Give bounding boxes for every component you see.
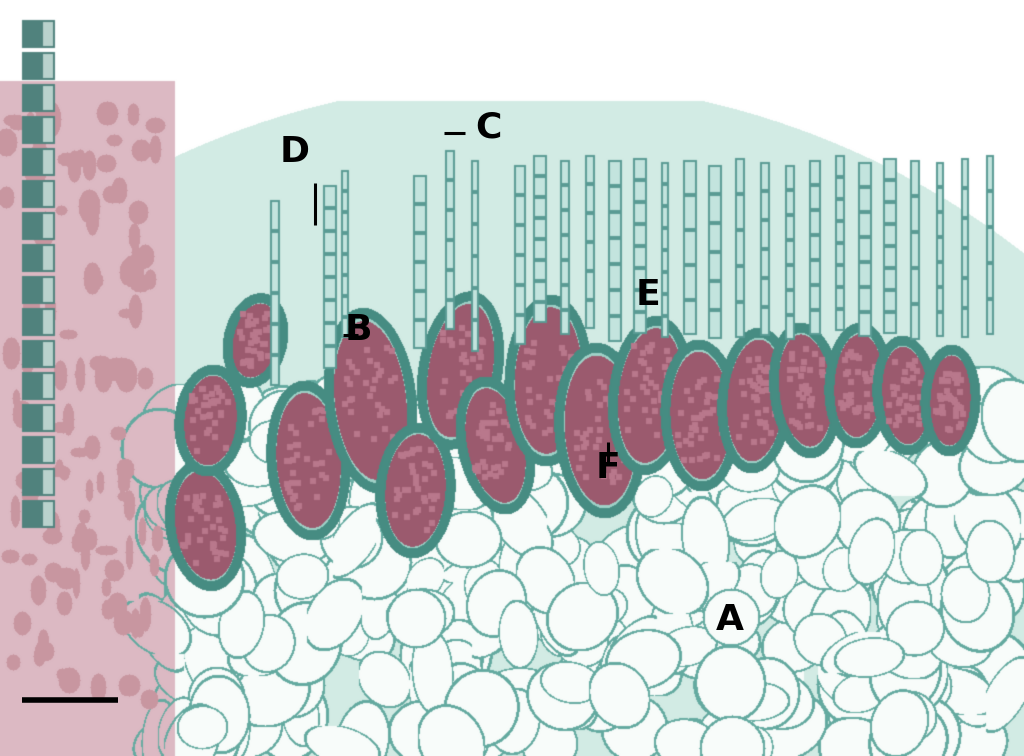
Text: B: B <box>344 313 372 347</box>
Text: C: C <box>475 111 501 145</box>
Text: F: F <box>596 451 621 485</box>
Text: D: D <box>280 135 310 169</box>
Text: E: E <box>636 278 660 312</box>
Text: A: A <box>716 603 744 637</box>
